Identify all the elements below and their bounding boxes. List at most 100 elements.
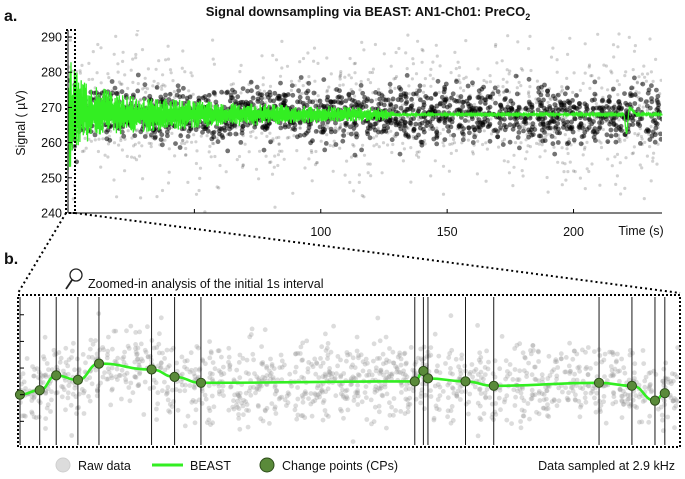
raw-point [338,125,342,129]
raw-point [37,376,43,382]
raw-point [268,84,273,88]
cp-marker [422,373,434,384]
raw-point [454,67,458,71]
raw-point [216,368,222,374]
raw-point [393,116,399,122]
raw-point [633,132,637,136]
raw-point [541,97,546,103]
raw-point [434,368,439,374]
raw-point [546,414,552,419]
raw-point [424,123,430,128]
raw-point [497,145,501,149]
raw-point [637,104,642,108]
raw-point [192,133,196,137]
raw-point [627,392,633,398]
raw-point [502,116,507,122]
raw-point [212,91,217,96]
raw-point [611,122,617,128]
raw-point [378,367,384,373]
raw-point [416,39,420,43]
raw-point [645,108,650,112]
raw-point [158,315,164,321]
raw-point [282,157,286,161]
raw-point [455,388,461,394]
raw-point [76,366,82,372]
raw-point [224,123,230,128]
raw-point [336,128,340,132]
raw-point [324,123,328,127]
raw-point [63,360,69,365]
raw-point [401,159,405,163]
raw-point [299,413,304,419]
raw-point [297,94,303,100]
raw-point [536,378,542,384]
raw-point [418,125,423,131]
raw-point [586,383,591,389]
legend-beast-label: BEAST [190,459,231,473]
raw-point [356,353,361,358]
raw-point [106,334,111,340]
zoom-connector-right [74,212,681,294]
raw-point [489,132,494,136]
raw-point [539,101,544,106]
raw-point [314,361,320,366]
raw-point [481,376,486,382]
raw-point [258,88,262,93]
raw-point [547,120,553,125]
raw-point [225,148,231,154]
raw-point [149,132,154,138]
raw-point [135,345,141,351]
raw-point [182,423,188,429]
raw-point [104,355,110,361]
raw-point [648,37,652,41]
raw-point [267,368,272,374]
raw-point [160,188,165,193]
raw-point [415,150,419,154]
raw-point [489,117,493,121]
panel-a-ytick-label: 290 [41,31,62,45]
raw-point [353,71,357,75]
raw-point [171,79,175,83]
raw-point [580,125,585,131]
raw-point [533,377,539,382]
raw-point [227,364,233,369]
raw-point [231,82,235,86]
raw-point [327,366,332,371]
raw-point [569,143,573,147]
raw-point [200,358,206,364]
raw-point [247,334,253,340]
raw-point [369,98,374,104]
raw-point [163,138,167,142]
raw-point [167,147,171,151]
raw-point [134,158,139,162]
raw-point [348,376,354,382]
raw-point [405,402,411,407]
raw-point [379,91,383,95]
raw-point [114,91,120,97]
raw-point [155,390,161,396]
raw-point [501,77,505,81]
raw-point [245,424,251,430]
raw-point [642,384,648,390]
raw-point [450,385,455,391]
raw-point [542,115,547,119]
raw-point [613,139,619,145]
raw-point [402,411,408,416]
raw-point [237,154,242,159]
raw-point [314,385,320,391]
raw-point [368,162,372,166]
raw-point [417,88,422,93]
raw-point [156,82,160,86]
raw-point [272,90,278,96]
raw-point [511,184,515,188]
raw-point [173,95,177,99]
raw-point [537,142,541,146]
raw-point [316,375,322,380]
raw-point [143,76,147,80]
raw-point [352,365,358,370]
raw-point [630,152,634,156]
raw-point [602,374,607,379]
raw-point [373,384,379,389]
raw-point [33,415,39,421]
